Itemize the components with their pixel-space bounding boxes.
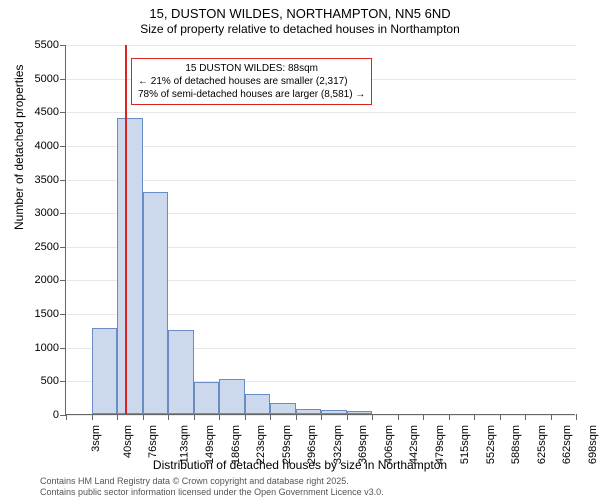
annotation-line3: 78% of semi-detached houses are larger (… bbox=[138, 88, 365, 101]
histogram-bar bbox=[270, 403, 296, 414]
y-tick-label: 4500 bbox=[35, 106, 59, 118]
annotation-line2: ← 21% of detached houses are smaller (2,… bbox=[138, 75, 365, 88]
x-tick-label: 40sqm bbox=[122, 425, 134, 458]
x-tick bbox=[525, 414, 526, 420]
x-tick bbox=[92, 414, 93, 420]
y-tick bbox=[60, 213, 66, 214]
grid-line bbox=[66, 146, 576, 147]
grid-line bbox=[66, 112, 576, 113]
x-tick bbox=[296, 414, 297, 420]
histogram-bar bbox=[296, 409, 322, 414]
x-tick bbox=[423, 414, 424, 420]
x-tick bbox=[372, 414, 373, 420]
x-tick bbox=[347, 414, 348, 420]
x-tick bbox=[576, 414, 577, 420]
x-tick bbox=[143, 414, 144, 420]
x-tick bbox=[449, 414, 450, 420]
y-tick-label: 5000 bbox=[35, 73, 59, 85]
grid-line bbox=[66, 180, 576, 181]
y-tick bbox=[60, 180, 66, 181]
x-tick bbox=[551, 414, 552, 420]
y-tick bbox=[60, 314, 66, 315]
chart-title-sub: Size of property relative to detached ho… bbox=[0, 22, 600, 36]
x-tick bbox=[500, 414, 501, 420]
y-tick bbox=[60, 381, 66, 382]
plot-area: 0500100015002000250030003500400045005000… bbox=[65, 45, 575, 415]
x-tick bbox=[168, 414, 169, 420]
chart-plot: 0500100015002000250030003500400045005000… bbox=[65, 45, 575, 415]
y-tick bbox=[60, 146, 66, 147]
x-tick bbox=[194, 414, 195, 420]
footer-line2: Contains public sector information licen… bbox=[40, 487, 384, 498]
annotation-line1: 15 DUSTON WILDES: 88sqm bbox=[138, 62, 365, 75]
y-tick-label: 1000 bbox=[35, 342, 59, 354]
y-tick-label: 1500 bbox=[35, 308, 59, 320]
x-tick-label: 3sqm bbox=[90, 425, 102, 452]
footer-attribution: Contains HM Land Registry data © Crown c… bbox=[40, 476, 384, 498]
x-tick bbox=[398, 414, 399, 420]
reference-line bbox=[125, 45, 127, 414]
y-tick bbox=[60, 45, 66, 46]
y-tick-label: 2500 bbox=[35, 241, 59, 253]
y-tick bbox=[60, 247, 66, 248]
histogram-bar bbox=[92, 328, 118, 414]
x-axis-title: Distribution of detached houses by size … bbox=[0, 458, 600, 472]
y-tick-label: 2000 bbox=[35, 274, 59, 286]
footer-line1: Contains HM Land Registry data © Crown c… bbox=[40, 476, 384, 487]
histogram-bar bbox=[143, 192, 169, 414]
annotation-box: 15 DUSTON WILDES: 88sqm← 21% of detached… bbox=[131, 58, 372, 105]
x-tick bbox=[321, 414, 322, 420]
y-tick bbox=[60, 280, 66, 281]
chart-title-main: 15, DUSTON WILDES, NORTHAMPTON, NN5 6ND bbox=[0, 6, 600, 21]
x-tick bbox=[219, 414, 220, 420]
y-tick bbox=[60, 348, 66, 349]
y-axis-title: Number of detached properties bbox=[12, 65, 26, 230]
histogram-bar bbox=[117, 118, 143, 414]
y-tick-label: 500 bbox=[41, 375, 59, 387]
y-tick-label: 4000 bbox=[35, 140, 59, 152]
histogram-bar bbox=[347, 411, 373, 414]
grid-line bbox=[66, 45, 576, 46]
histogram-bar bbox=[245, 394, 271, 414]
x-tick bbox=[270, 414, 271, 420]
x-tick bbox=[245, 414, 246, 420]
y-tick-label: 3500 bbox=[35, 174, 59, 186]
y-tick bbox=[60, 79, 66, 80]
x-tick bbox=[66, 414, 67, 420]
histogram-bar bbox=[219, 379, 245, 414]
y-tick-label: 5500 bbox=[35, 39, 59, 51]
y-tick bbox=[60, 112, 66, 113]
x-tick bbox=[474, 414, 475, 420]
x-tick-label: 76sqm bbox=[147, 425, 159, 458]
x-tick bbox=[117, 414, 118, 420]
y-tick-label: 3000 bbox=[35, 207, 59, 219]
y-tick-label: 0 bbox=[53, 409, 59, 421]
histogram-bar bbox=[168, 330, 194, 414]
histogram-bar bbox=[194, 382, 220, 414]
histogram-bar bbox=[321, 410, 347, 414]
